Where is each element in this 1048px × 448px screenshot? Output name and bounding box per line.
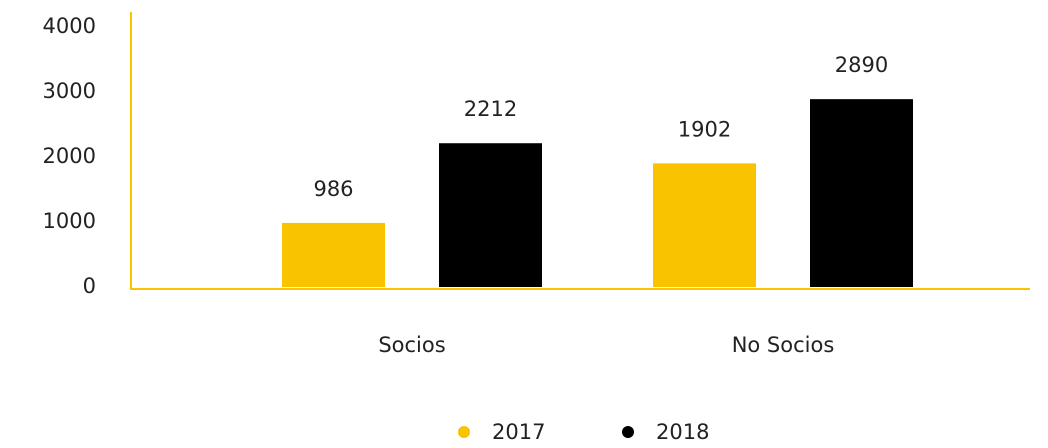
legend-label: 2018 (656, 420, 709, 444)
y-tick-label: 2000 (43, 144, 96, 168)
bar (810, 99, 913, 288)
value-label: 2890 (835, 53, 888, 77)
value-label: 2212 (464, 97, 517, 121)
legend-label: 2017 (492, 420, 545, 444)
y-tick-label: 3000 (43, 79, 96, 103)
value-label: 986 (313, 177, 353, 201)
legend-marker (622, 426, 634, 438)
bar (282, 222, 385, 287)
legend-marker (458, 426, 470, 438)
bar (653, 163, 756, 287)
bar (439, 143, 542, 287)
x-tick-label: Socios (378, 333, 445, 357)
value-label: 1902 (678, 117, 731, 141)
y-tick-label: 1000 (43, 209, 96, 233)
y-tick-label: 4000 (43, 14, 96, 38)
y-tick-label: 0 (83, 274, 96, 298)
x-tick-label: No Socios (732, 333, 835, 357)
